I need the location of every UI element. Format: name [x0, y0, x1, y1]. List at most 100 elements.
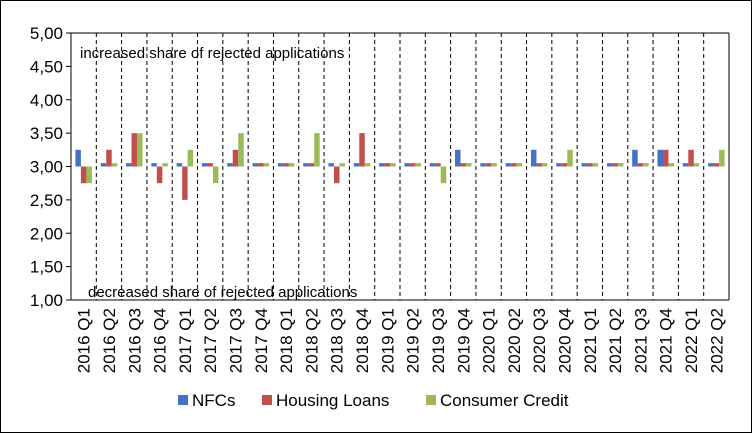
bar-nfcs [100, 163, 107, 167]
bar-housing-loans [688, 149, 694, 167]
bar-housing-loans [359, 133, 365, 167]
x-tick-label: 2021 Q3 [631, 308, 650, 373]
grid-lines [95, 33, 705, 300]
bar-consumer-credit [339, 163, 345, 167]
bar-consumer-credit [238, 133, 244, 167]
bar-housing-loans [435, 163, 441, 167]
bar-housing-loans [258, 163, 264, 167]
bar-housing-loans [612, 163, 618, 167]
x-tick-label: 2016 Q4 [151, 308, 170, 373]
bar-consumer-credit [314, 133, 320, 167]
legend-label: Consumer Credit [440, 391, 569, 410]
bar-housing-loans [106, 149, 112, 167]
bar-housing-loans [662, 149, 669, 167]
bar-consumer-credit [137, 133, 143, 167]
x-tick-label: 2020 Q4 [556, 308, 575, 373]
bar-nfcs [708, 163, 714, 167]
bar-housing-loans [587, 163, 593, 167]
bar-nfcs [353, 163, 360, 167]
bar-housing-loans [511, 163, 517, 167]
bar-consumer-credit [719, 149, 725, 167]
bar-consumer-credit [541, 163, 548, 167]
bar-consumer-credit [693, 163, 700, 167]
legend-swatch [178, 395, 188, 405]
bars [75, 133, 725, 200]
x-tick-label: 2022 Q2 [707, 308, 726, 373]
annotation-bottom: decreased share of rejected applications [88, 284, 357, 301]
x-tick-label: 2021 Q2 [606, 308, 625, 373]
bar-consumer-credit [643, 163, 649, 167]
bar-consumer-credit [617, 163, 624, 167]
bar-nfcs [126, 163, 132, 167]
x-tick-label: 2020 Q1 [480, 308, 499, 373]
y-tick-label: 1,00 [30, 291, 63, 310]
bar-nfcs [530, 149, 537, 167]
y-tick-label: 3,00 [30, 158, 63, 177]
legend-swatch [262, 395, 272, 405]
y-tick-label: 1,50 [30, 258, 63, 277]
bar-nfcs [480, 163, 486, 167]
bar-nfcs [632, 149, 638, 167]
bar-housing-loans [536, 163, 542, 167]
x-tick-label: 2022 Q1 [682, 308, 701, 373]
bar-housing-loans [409, 163, 416, 167]
bar-consumer-credit [567, 149, 573, 167]
x-tick-label: 2016 Q1 [75, 308, 94, 373]
bar-nfcs [657, 149, 663, 167]
bar-nfcs [227, 163, 233, 167]
bar-consumer-credit [364, 163, 371, 167]
bar-consumer-credit [187, 149, 194, 167]
x-tick-label: 2017 Q4 [252, 308, 271, 373]
legend: NFCs Housing Loans Consumer Credit [178, 391, 569, 410]
bar-consumer-credit [263, 163, 270, 167]
bar-nfcs [75, 149, 81, 167]
bar-housing-loans [207, 163, 213, 167]
bar-nfcs [151, 163, 157, 167]
x-tick-label: 2021 Q4 [657, 308, 676, 373]
x-tick-label: 2019 Q4 [454, 308, 473, 373]
bar-nfcs [455, 149, 461, 167]
bar-consumer-credit [288, 163, 295, 167]
legend-label: Housing Loans [276, 391, 389, 410]
bar-consumer-credit [491, 163, 497, 167]
bar-housing-loans [561, 163, 568, 167]
x-tick-label: 2016 Q3 [125, 308, 144, 373]
bar-consumer-credit [668, 163, 674, 167]
bar-nfcs [581, 163, 588, 167]
bar-nfcs [277, 163, 284, 167]
y-tick-label: 5,00 [30, 24, 63, 43]
bar-nfcs [606, 163, 613, 167]
bar-housing-loans [80, 166, 87, 184]
bar-nfcs [505, 163, 512, 167]
x-tick-label: 2017 Q1 [176, 308, 195, 373]
x-tick-label: 2018 Q3 [328, 308, 347, 373]
x-tick-label: 2021 Q1 [581, 308, 600, 373]
bar-housing-loans [232, 149, 239, 167]
y-tick-label: 2,50 [30, 191, 63, 210]
x-tick-label: 2017 Q3 [227, 308, 246, 373]
bar-housing-loans [384, 163, 391, 167]
bar-housing-loans [131, 133, 138, 167]
x-tick-label: 2016 Q2 [100, 308, 119, 373]
bar-consumer-credit [466, 163, 472, 167]
bar-nfcs [176, 163, 183, 167]
bar-housing-loans [713, 163, 720, 167]
annotation-top: increased share of rejected applications [80, 45, 344, 62]
bar-nfcs [252, 163, 259, 167]
bar-consumer-credit [415, 163, 421, 167]
bar-housing-loans [182, 166, 188, 200]
bar-housing-loans [283, 163, 289, 167]
bar-consumer-credit [86, 166, 92, 184]
bar-housing-loans [460, 163, 467, 167]
x-tick-label: 2017 Q2 [201, 308, 220, 373]
y-tick-labels: 1,00 1,50 2,00 2,50 3,00 3,50 4,00 4,50 5,00 [30, 24, 71, 310]
bar-housing-loans [308, 163, 315, 167]
bar-consumer-credit [111, 163, 118, 167]
legend-swatch [426, 395, 436, 405]
bar-nfcs [201, 163, 208, 167]
bar-consumer-credit [440, 166, 447, 184]
bar-nfcs [328, 163, 334, 167]
